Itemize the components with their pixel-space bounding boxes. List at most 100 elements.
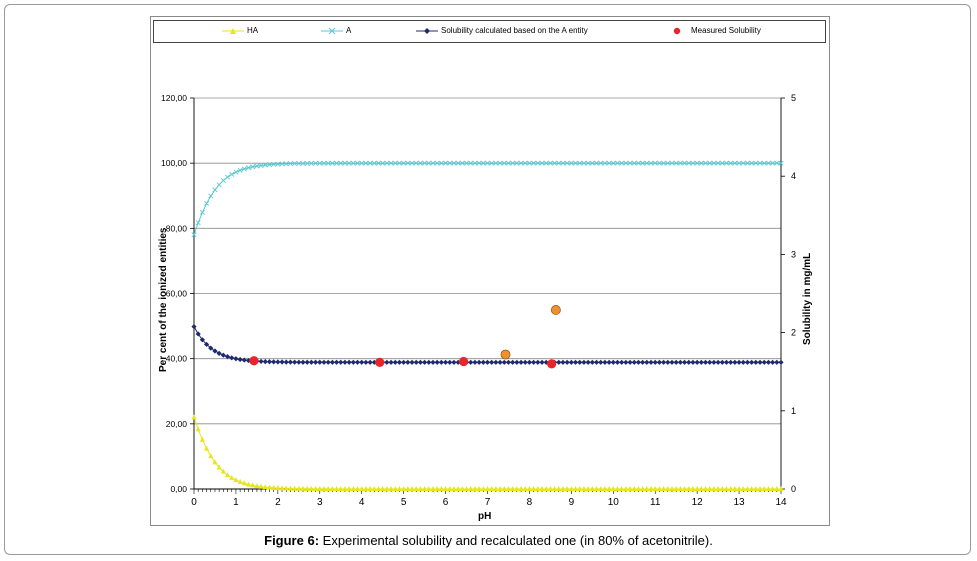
data-point-a bbox=[292, 161, 298, 167]
data-point-solubility bbox=[774, 359, 780, 365]
data-point-solubility bbox=[434, 359, 440, 365]
data-point-ha bbox=[208, 453, 214, 459]
y-left-tick-label: 40,00 bbox=[166, 354, 188, 364]
data-point-ha bbox=[342, 485, 348, 491]
series-line-ha bbox=[193, 417, 781, 490]
data-point-ha bbox=[535, 486, 541, 491]
data-point-solubility bbox=[761, 359, 767, 365]
data-point-a bbox=[732, 160, 738, 166]
data-point-a bbox=[552, 160, 558, 166]
data-point-ha bbox=[468, 485, 474, 491]
data-point-a bbox=[380, 160, 386, 166]
data-point-solubility bbox=[354, 359, 361, 365]
data-point-solubility bbox=[719, 359, 725, 365]
data-point-ha bbox=[409, 485, 415, 491]
data-point-solubility bbox=[195, 331, 201, 337]
data-point-solubility bbox=[292, 359, 298, 365]
data-point-a bbox=[765, 160, 771, 166]
data-point-solubility bbox=[237, 356, 243, 363]
data-point-solubility bbox=[392, 359, 398, 365]
data-point-solubility bbox=[472, 359, 478, 365]
data-point-a bbox=[690, 160, 696, 166]
data-point-a bbox=[225, 174, 231, 180]
data-point-a bbox=[459, 160, 465, 166]
data-point-a bbox=[208, 193, 214, 199]
data-point-solubility bbox=[585, 359, 591, 365]
data-point-ha bbox=[195, 426, 201, 432]
data-point-a bbox=[711, 160, 717, 166]
data-point-ha bbox=[308, 485, 314, 491]
data-point-solubility bbox=[224, 354, 231, 360]
data-point-solubility bbox=[304, 359, 310, 365]
data-point-a bbox=[661, 160, 667, 166]
data-point-ha bbox=[380, 485, 386, 491]
data-point-a bbox=[598, 160, 604, 166]
data-point-a bbox=[455, 160, 461, 166]
data-point-a bbox=[300, 160, 306, 166]
data-point-a bbox=[778, 160, 784, 166]
x-tick-label: 2 bbox=[275, 497, 281, 508]
data-point-ha bbox=[510, 486, 516, 491]
data-point-ha bbox=[543, 486, 549, 491]
data-point-a bbox=[677, 160, 683, 166]
data-point-solubility bbox=[753, 359, 759, 365]
data-point-ha bbox=[338, 485, 344, 491]
data-point-ha bbox=[220, 468, 226, 474]
data-point-a bbox=[241, 166, 247, 172]
data-point-ha bbox=[224, 472, 231, 478]
y-right-tick-label: 5 bbox=[791, 93, 796, 103]
data-point-ha bbox=[686, 486, 692, 491]
data-point-measured-solubility bbox=[459, 356, 469, 367]
data-point-a bbox=[367, 160, 373, 166]
data-point-a bbox=[287, 161, 293, 167]
data-point-solubility bbox=[296, 359, 302, 365]
x-tick-label: 9 bbox=[569, 497, 575, 508]
data-point-ha bbox=[296, 485, 302, 491]
data-point-ha bbox=[417, 485, 424, 491]
data-point-a bbox=[258, 162, 264, 168]
x-tick-label: 10 bbox=[608, 497, 620, 508]
data-point-solubility bbox=[317, 359, 323, 365]
data-point-solubility bbox=[417, 359, 424, 365]
data-point-solubility bbox=[430, 359, 436, 365]
data-point-ha bbox=[434, 485, 440, 491]
data-point-measured-solubility bbox=[547, 359, 557, 369]
data-point-solubility bbox=[640, 359, 646, 365]
data-point-a bbox=[770, 160, 776, 166]
data-point-a bbox=[313, 160, 319, 166]
data-point-solubility bbox=[346, 359, 352, 365]
data-point-ha bbox=[719, 486, 725, 491]
data-point-solubility bbox=[266, 359, 273, 365]
data-point-a bbox=[749, 160, 755, 166]
data-point-solubility bbox=[300, 359, 306, 365]
data-point-a bbox=[237, 167, 243, 173]
data-point-a bbox=[774, 160, 780, 166]
data-point-solubility bbox=[598, 359, 604, 365]
data-point-ha bbox=[300, 485, 306, 491]
data-point-solubility bbox=[338, 359, 344, 365]
series-line-a bbox=[193, 162, 781, 235]
data-point-ha bbox=[396, 485, 403, 491]
data-point-a bbox=[723, 160, 730, 166]
data-point-a bbox=[489, 160, 495, 166]
data-point-ha bbox=[501, 486, 507, 491]
data-point-solubility bbox=[396, 359, 403, 365]
data-point-ha bbox=[438, 485, 444, 491]
data-point-ha bbox=[778, 486, 784, 491]
data-point-solubility bbox=[333, 359, 340, 365]
data-point-solubility bbox=[539, 359, 545, 365]
data-point-a bbox=[413, 160, 419, 166]
data-point-a bbox=[627, 160, 633, 166]
data-point-solubility bbox=[262, 359, 268, 365]
data-point-solubility bbox=[212, 348, 218, 354]
data-point-ha bbox=[560, 486, 566, 491]
data-point-a bbox=[275, 161, 281, 167]
data-point-a bbox=[438, 160, 444, 166]
data-point-a bbox=[614, 160, 620, 166]
data-point-a bbox=[392, 160, 398, 166]
data-point-a bbox=[505, 160, 511, 166]
data-point-solubility bbox=[589, 359, 595, 365]
data-point-ha bbox=[736, 486, 742, 491]
data-point-solubility bbox=[707, 359, 713, 365]
data-point-solubility bbox=[325, 359, 331, 365]
